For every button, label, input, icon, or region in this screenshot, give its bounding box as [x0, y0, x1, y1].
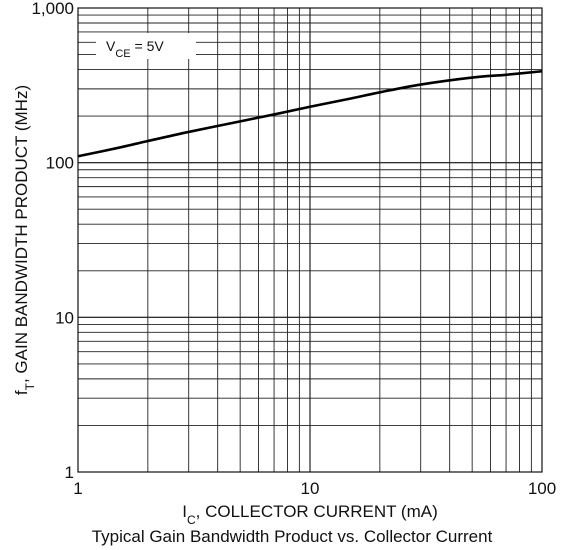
x-tick-label: 10	[301, 479, 320, 498]
y-tick-label: 10	[55, 308, 74, 327]
y-axis-label-sub: T	[23, 382, 37, 390]
annotation-box	[96, 33, 196, 59]
annotation-main: V	[106, 38, 116, 54]
plot-frame	[77, 7, 543, 473]
x-tick-label: 100	[528, 479, 556, 498]
annotation-rest: = 5V	[131, 38, 165, 54]
tick-labels: 1 10 100 1 10 100 1,000	[31, 0, 556, 498]
x-tick-label: 1	[73, 479, 82, 498]
y-tick-label: 1,000	[31, 0, 74, 18]
x-axis-label-sub: C	[187, 513, 196, 527]
x-axis-label-rest: , COLLECTOR CURRENT (mA)	[196, 502, 438, 521]
chart-title: Typical Gain Bandwidth Product vs. Colle…	[92, 527, 493, 546]
y-tick-label: 1	[65, 463, 74, 482]
annotation-vce: VCE = 5V	[106, 38, 164, 60]
x-axis-label: IC, COLLECTOR CURRENT (mA)	[182, 502, 438, 527]
series-layer	[77, 69, 543, 158]
annotation-sub: CE	[115, 48, 130, 60]
y-axis-label: fT, GAIN BANDWIDTH PRODUCT (MHz)	[12, 85, 37, 395]
y-axis-label-rest: , GAIN BANDWIDTH PRODUCT (MHz)	[12, 85, 31, 383]
y-axis-label-main: f	[12, 390, 31, 395]
series-line	[77, 69, 543, 158]
x-axis-label-main: I	[182, 502, 187, 521]
y-tick-label: 100	[46, 154, 74, 173]
